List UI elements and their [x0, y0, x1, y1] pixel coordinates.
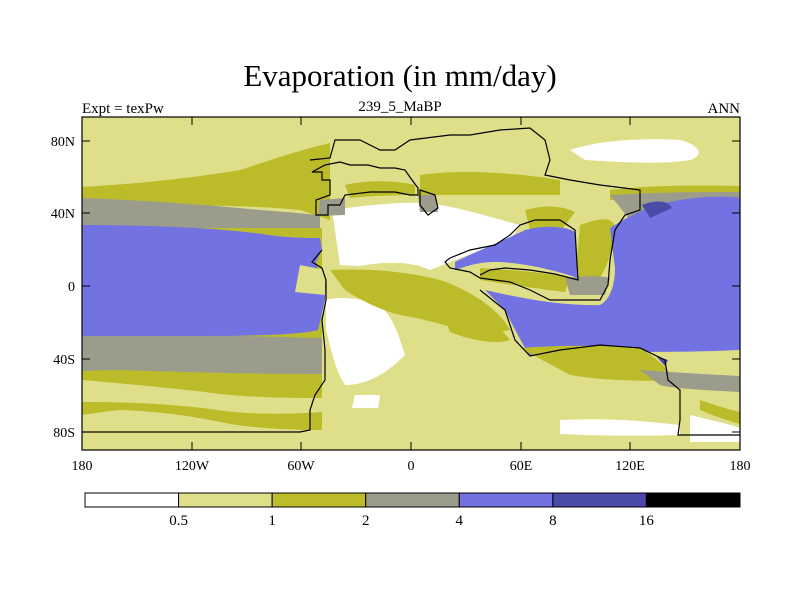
- field-region: [455, 226, 578, 278]
- lat-tick-label: 80S: [53, 426, 75, 441]
- lat-tick-label: 40N: [51, 207, 75, 222]
- field-region: [318, 198, 345, 216]
- lon-tick-label: 0: [408, 459, 415, 474]
- field-region: [326, 297, 405, 385]
- field-region: [345, 181, 415, 198]
- field-region: [480, 268, 570, 292]
- colorbar-swatch: [458, 492, 554, 508]
- field-region: [575, 219, 615, 290]
- lon-tick-label: 120E: [615, 459, 645, 474]
- field-region: [352, 395, 380, 408]
- lon-tick-label: 180: [72, 459, 93, 474]
- lat-tick-label: 40S: [53, 353, 75, 368]
- season-label: ANN: [707, 101, 741, 117]
- field-region: [82, 380, 322, 414]
- field-region: [295, 265, 325, 295]
- lon-axis: [81, 117, 631, 450]
- colorbar-label: 4: [456, 513, 464, 529]
- colorbar-swatch: [645, 492, 741, 508]
- colorbar-swatch: [178, 492, 273, 508]
- coastline: [479, 289, 740, 436]
- colorbar-label: 1: [268, 513, 276, 529]
- field-region: [525, 206, 575, 232]
- lon-tick-label: 120W: [175, 459, 210, 474]
- field-region: [565, 276, 610, 295]
- field-region: [82, 143, 330, 220]
- field-region: [560, 419, 680, 436]
- colorbar: [84, 492, 741, 508]
- colorbar-swatch: [552, 492, 647, 508]
- colorbar-label: 0.5: [169, 513, 188, 529]
- coastline: [82, 249, 327, 433]
- experiment-label: Expt = texPw: [82, 101, 164, 117]
- coastline: [311, 161, 419, 216]
- field-region: [642, 201, 672, 218]
- field-region: [420, 172, 560, 195]
- field-region: [82, 225, 326, 336]
- field-region: [82, 330, 322, 374]
- lon-tick-label: 60W: [287, 459, 315, 474]
- lat-tick-label: 0: [68, 280, 75, 295]
- colorbar-label: 8: [549, 513, 557, 529]
- colorbar-swatch: [365, 492, 460, 508]
- time-label: 239_5_MaBP: [358, 99, 442, 115]
- field-region: [485, 196, 740, 356]
- lat-tick-label: 80N: [51, 135, 75, 150]
- coastline: [419, 189, 439, 216]
- colorbar-swatch: [84, 492, 180, 508]
- field-region: [332, 202, 520, 270]
- field-region: [640, 370, 740, 392]
- colorbar-label: 2: [362, 513, 370, 529]
- coastline: [309, 127, 641, 301]
- lon-tick-label: 60E: [510, 459, 533, 474]
- colorbar-swatch: [271, 492, 367, 508]
- lat-axis: [82, 140, 740, 433]
- field-region: [520, 345, 675, 381]
- lon-tick-label: 180: [730, 459, 751, 474]
- map-title: Evaporation (in mm/day): [243, 58, 557, 93]
- field-region: [570, 139, 699, 163]
- field-region: [440, 305, 510, 343]
- field-region: [700, 400, 740, 424]
- colorbar-label: 16: [639, 513, 655, 529]
- map-field: [82, 117, 740, 450]
- field-region: [418, 195, 438, 212]
